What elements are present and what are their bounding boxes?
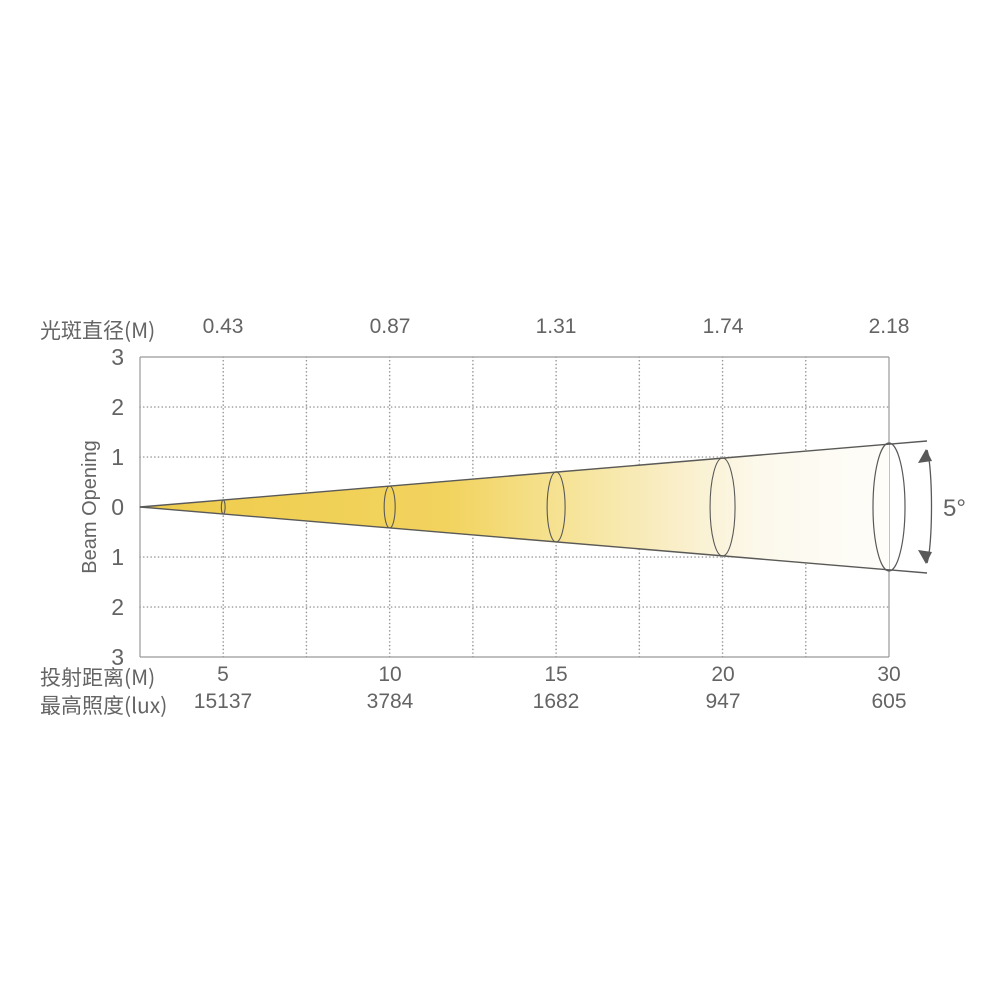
- svg-text:0: 0: [111, 494, 124, 520]
- svg-text:3: 3: [111, 644, 124, 670]
- svg-text:3: 3: [111, 344, 124, 370]
- svg-text:1: 1: [111, 444, 124, 470]
- svg-text:1: 1: [111, 544, 124, 570]
- svg-text:2: 2: [111, 394, 124, 420]
- svg-text:2: 2: [111, 594, 124, 620]
